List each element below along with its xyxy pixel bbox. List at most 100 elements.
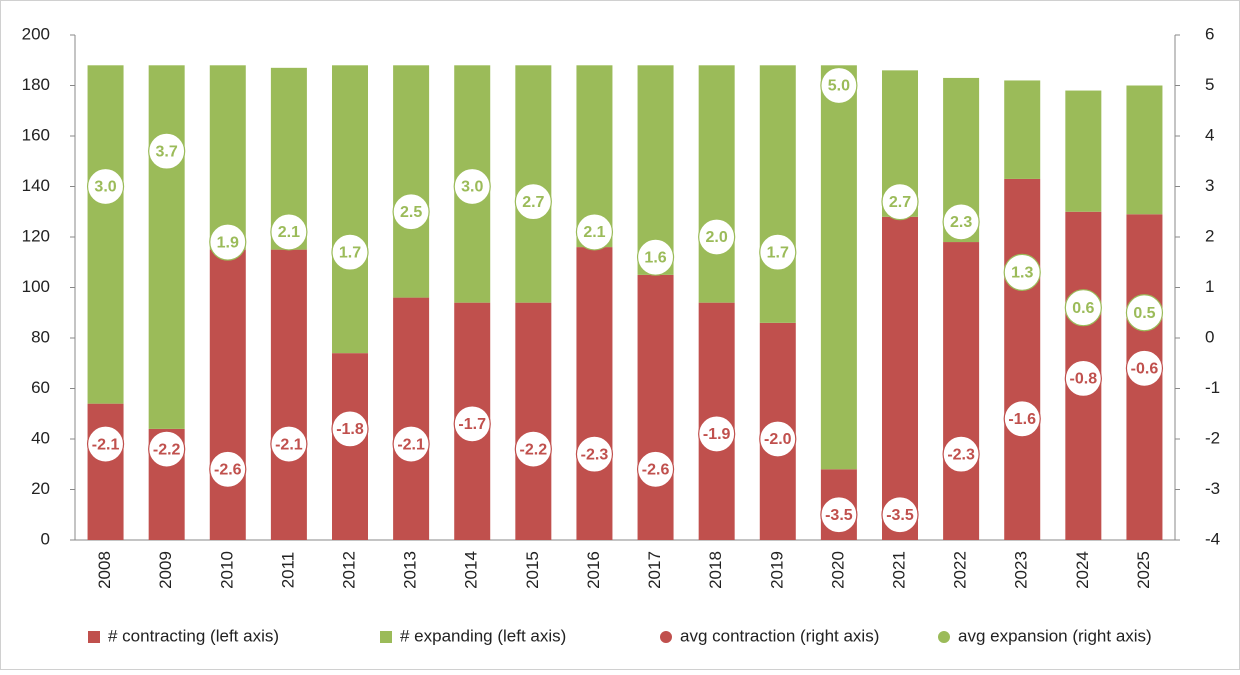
- value-label: 1.7: [339, 244, 361, 261]
- marker: [820, 496, 858, 534]
- bar: [820, 65, 857, 470]
- x-tick-label: 2024: [1073, 551, 1092, 589]
- y-tick-label: 0: [41, 529, 50, 548]
- value-label: -2.3: [947, 446, 975, 463]
- value-label: -2.1: [92, 436, 120, 453]
- marker: [86, 425, 125, 463]
- marker: [392, 193, 430, 231]
- marker: [636, 238, 675, 276]
- bar: [1004, 80, 1041, 179]
- legend-swatch: [88, 631, 100, 643]
- legend-swatch: [380, 631, 392, 643]
- marker: [392, 425, 430, 463]
- x-tick-label: 2017: [645, 551, 664, 589]
- bar: [1065, 90, 1102, 212]
- marker: [270, 213, 308, 251]
- bar: [332, 65, 368, 354]
- value-label: -2.0: [764, 431, 792, 448]
- bar: [576, 247, 613, 540]
- marker: [636, 450, 675, 488]
- value-label: -2.1: [397, 436, 425, 453]
- marker: [575, 435, 614, 473]
- x-tick-label: 2019: [767, 551, 786, 589]
- y2-tick-label: -2: [1205, 428, 1220, 447]
- y-tick-label: 40: [31, 428, 50, 447]
- bar: [393, 297, 430, 540]
- y-tick-label: 200: [22, 24, 50, 43]
- marker: [881, 496, 919, 534]
- marker: [1125, 294, 1164, 332]
- value-label: -2.3: [581, 446, 609, 463]
- y2-tick-label: -1: [1205, 378, 1220, 397]
- y-tick-label: 140: [22, 176, 50, 195]
- legend-label: avg contraction (right axis): [680, 626, 879, 645]
- marker: [575, 213, 614, 251]
- marker: [331, 410, 369, 448]
- marker: [759, 420, 797, 458]
- y2-tick-label: 5: [1205, 75, 1214, 94]
- value-label: 2.3: [950, 214, 972, 231]
- x-tick-label: 2013: [401, 551, 420, 589]
- value-label: -1.6: [1008, 411, 1036, 428]
- legend-label: avg expansion (right axis): [958, 626, 1152, 645]
- value-label: 1.7: [767, 244, 789, 261]
- bar: [698, 65, 735, 303]
- x-tick-label: 2022: [951, 551, 970, 589]
- value-label: -1.9: [703, 426, 731, 443]
- legend-label: # contracting (left axis): [108, 626, 279, 645]
- marker: [1003, 400, 1041, 438]
- bar: [882, 216, 918, 541]
- x-tick-label: 2008: [95, 551, 114, 589]
- marker: [148, 430, 186, 468]
- y-tick-label: 120: [22, 226, 50, 245]
- value-label: 1.9: [217, 234, 239, 251]
- marker: [331, 233, 369, 271]
- x-tick-label: 2021: [889, 551, 908, 589]
- y2-tick-label: 2: [1205, 226, 1214, 245]
- y2-tick-label: 1: [1205, 277, 1214, 296]
- y-tick-label: 180: [22, 75, 50, 94]
- x-tick-label: 2016: [584, 551, 603, 589]
- value-label: 0.6: [1072, 300, 1094, 317]
- marker: [453, 405, 491, 443]
- marker: [1064, 289, 1102, 327]
- bar: [393, 65, 430, 298]
- marker: [698, 218, 736, 256]
- bar: [87, 403, 124, 540]
- x-tick-label: 2010: [217, 551, 236, 589]
- marker: [514, 430, 552, 468]
- value-label: -0.6: [1131, 361, 1159, 378]
- value-label: 3.7: [156, 143, 178, 160]
- bar: [87, 65, 124, 404]
- x-tick-label: 2012: [339, 551, 358, 589]
- legend-swatch: [660, 631, 672, 643]
- bar: [1004, 178, 1041, 541]
- value-label: 2.7: [889, 194, 911, 211]
- marker: [453, 167, 491, 206]
- y-tick-label: 100: [22, 277, 50, 296]
- x-tick-label: 2009: [156, 551, 175, 589]
- bar: [637, 274, 674, 540]
- marker: [86, 167, 125, 206]
- marker: [1064, 359, 1102, 397]
- value-label: -2.6: [642, 462, 670, 479]
- marker: [209, 450, 247, 488]
- value-label: -2.1: [275, 436, 303, 453]
- value-label: 2.0: [706, 229, 728, 246]
- bar: [270, 249, 307, 540]
- value-label: 2.7: [522, 194, 544, 211]
- bar: [209, 249, 246, 540]
- value-label: 1.3: [1011, 265, 1033, 282]
- marker: [942, 435, 980, 473]
- y-tick-label: 80: [31, 327, 50, 346]
- value-label: 3.0: [94, 179, 116, 196]
- value-label: -3.5: [886, 507, 914, 524]
- legend-label: # expanding (left axis): [400, 626, 566, 645]
- bar: [1126, 85, 1163, 215]
- marker: [881, 183, 919, 221]
- value-label: -0.8: [1070, 371, 1098, 388]
- x-tick-label: 2025: [1134, 551, 1153, 589]
- x-tick-label: 2011: [278, 552, 297, 589]
- value-label: 0.5: [1133, 305, 1155, 322]
